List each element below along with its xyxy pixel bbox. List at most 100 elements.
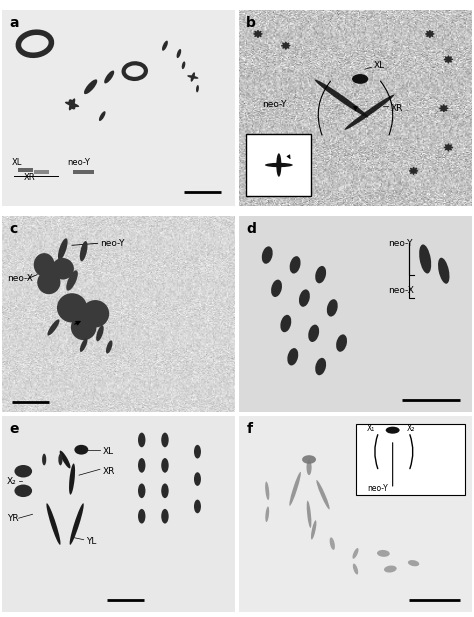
Ellipse shape [280, 315, 292, 332]
Bar [18, 168, 33, 172]
Ellipse shape [315, 358, 326, 375]
Ellipse shape [412, 167, 415, 175]
Ellipse shape [307, 500, 311, 528]
Ellipse shape [410, 168, 417, 174]
Ellipse shape [442, 104, 445, 112]
Ellipse shape [42, 453, 46, 465]
Bar [34, 170, 49, 173]
Text: d: d [246, 222, 256, 236]
Ellipse shape [187, 75, 199, 79]
Ellipse shape [276, 153, 282, 176]
Ellipse shape [308, 325, 319, 342]
Ellipse shape [255, 31, 262, 37]
Ellipse shape [46, 503, 61, 545]
Ellipse shape [425, 33, 435, 35]
Text: XL: XL [102, 447, 113, 456]
Ellipse shape [307, 460, 311, 475]
Ellipse shape [290, 256, 301, 273]
Ellipse shape [57, 293, 87, 323]
Ellipse shape [352, 74, 368, 84]
Ellipse shape [82, 300, 109, 328]
Text: neo-X: neo-X [7, 274, 33, 283]
Ellipse shape [74, 445, 88, 455]
Ellipse shape [262, 246, 273, 264]
Ellipse shape [66, 270, 78, 291]
Ellipse shape [327, 299, 338, 317]
Ellipse shape [266, 153, 269, 161]
Ellipse shape [138, 433, 146, 447]
Ellipse shape [287, 348, 298, 365]
Text: X₂: X₂ [407, 424, 415, 433]
Text: YL: YL [86, 537, 96, 546]
Ellipse shape [255, 31, 262, 37]
Ellipse shape [263, 156, 272, 159]
Ellipse shape [336, 334, 347, 352]
Ellipse shape [177, 49, 181, 58]
Ellipse shape [271, 280, 282, 297]
Ellipse shape [161, 509, 169, 524]
Ellipse shape [409, 170, 419, 172]
Ellipse shape [445, 56, 452, 62]
Ellipse shape [315, 80, 368, 117]
Text: b: b [246, 17, 256, 30]
Ellipse shape [52, 258, 74, 280]
Ellipse shape [444, 58, 453, 60]
Text: XR: XR [23, 173, 35, 182]
Ellipse shape [419, 244, 431, 273]
Ellipse shape [445, 144, 452, 151]
Ellipse shape [161, 484, 169, 498]
Ellipse shape [447, 143, 450, 152]
Ellipse shape [426, 31, 433, 37]
Ellipse shape [161, 458, 169, 473]
Ellipse shape [162, 41, 168, 51]
Ellipse shape [315, 266, 326, 283]
Ellipse shape [80, 241, 88, 261]
Text: XL: XL [12, 157, 22, 167]
Ellipse shape [410, 168, 417, 174]
Ellipse shape [138, 458, 146, 473]
Ellipse shape [281, 44, 291, 47]
Ellipse shape [69, 98, 75, 110]
Text: neo-Y: neo-Y [388, 239, 412, 248]
Ellipse shape [34, 253, 55, 276]
Ellipse shape [353, 548, 358, 559]
Ellipse shape [289, 472, 301, 506]
Ellipse shape [161, 433, 169, 447]
Ellipse shape [408, 560, 419, 566]
Ellipse shape [191, 72, 195, 81]
Ellipse shape [265, 507, 269, 522]
Ellipse shape [70, 503, 84, 545]
Ellipse shape [194, 472, 201, 486]
Text: XL: XL [374, 60, 385, 70]
Ellipse shape [138, 509, 146, 524]
Ellipse shape [345, 94, 394, 130]
Ellipse shape [445, 144, 452, 151]
Text: neo-Y: neo-Y [263, 100, 287, 109]
Ellipse shape [256, 30, 259, 38]
Ellipse shape [99, 111, 106, 121]
Ellipse shape [265, 163, 293, 167]
Ellipse shape [96, 325, 104, 341]
Bar [246, 134, 311, 196]
Ellipse shape [302, 455, 316, 464]
Ellipse shape [80, 338, 88, 352]
Ellipse shape [299, 289, 310, 307]
Text: X₁: X₁ [367, 424, 375, 433]
Text: neo-Y: neo-Y [67, 157, 90, 167]
Ellipse shape [428, 30, 431, 38]
Ellipse shape [384, 566, 397, 573]
Ellipse shape [58, 238, 68, 260]
Text: X₂: X₂ [7, 476, 17, 486]
Ellipse shape [71, 315, 96, 340]
Ellipse shape [264, 154, 271, 160]
Ellipse shape [69, 463, 75, 495]
Text: neo-Y: neo-Y [100, 239, 124, 248]
Bar [356, 424, 465, 495]
Ellipse shape [445, 56, 452, 62]
Ellipse shape [264, 154, 271, 160]
Ellipse shape [253, 33, 263, 35]
Ellipse shape [65, 102, 79, 107]
Ellipse shape [14, 465, 32, 478]
Ellipse shape [196, 85, 199, 93]
Ellipse shape [84, 80, 97, 94]
